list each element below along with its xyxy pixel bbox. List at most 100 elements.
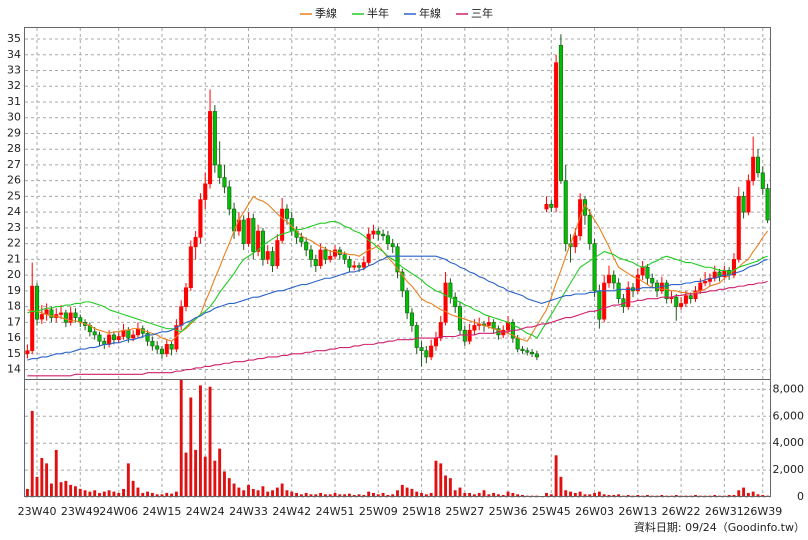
volume-bar xyxy=(583,494,587,497)
candle-body xyxy=(227,186,232,210)
x-tick-label: 23W49 xyxy=(61,505,100,518)
candle-body xyxy=(39,314,44,320)
volume-bar xyxy=(247,484,250,497)
volume-bar xyxy=(69,484,73,497)
volume-bar xyxy=(713,494,717,497)
grid-layer xyxy=(25,28,770,498)
candle-body xyxy=(208,111,213,185)
volume-bar xyxy=(333,492,337,497)
volume-bar xyxy=(141,492,145,497)
volume-bar xyxy=(218,448,222,497)
candle-body xyxy=(25,350,30,355)
volume-bar xyxy=(112,491,116,497)
volume-bar xyxy=(290,491,294,497)
plot-frame xyxy=(24,27,771,497)
candle-body xyxy=(698,282,703,292)
candle-body xyxy=(400,271,405,292)
volume-bar xyxy=(64,480,68,497)
y-tick-label: 21 xyxy=(7,252,21,265)
candle-body xyxy=(606,274,612,284)
volume-bar xyxy=(549,494,553,497)
volume-bar xyxy=(660,494,664,497)
candle-body xyxy=(755,156,761,174)
y-tick-label: 24 xyxy=(7,205,21,218)
y2-tick-label: 8,000 xyxy=(773,382,805,395)
volume-bar xyxy=(150,492,154,497)
candle-body xyxy=(573,235,578,248)
volume-bar xyxy=(751,491,755,497)
candle-body xyxy=(534,353,539,358)
volume-bar xyxy=(439,463,443,497)
x-tick-label: 23W40 xyxy=(18,505,57,518)
candle-body xyxy=(587,215,592,244)
volume-bar xyxy=(338,494,342,497)
volume-bar xyxy=(189,397,193,497)
candle-body xyxy=(49,309,54,318)
volume-bar xyxy=(237,487,241,497)
candle-body xyxy=(751,156,756,181)
volume-bar xyxy=(732,494,736,497)
volume-bar xyxy=(737,490,741,497)
volume-bar xyxy=(304,492,308,497)
volume-bar xyxy=(25,488,29,497)
x-tick-label: 25W27 xyxy=(445,505,484,518)
volume-bar xyxy=(285,490,289,497)
volume-bar xyxy=(501,494,505,497)
volume-bar xyxy=(444,475,448,497)
volume-bar xyxy=(434,460,438,497)
candle-body xyxy=(92,331,97,336)
candle-body xyxy=(155,345,160,350)
x-tick-label: 26W13 xyxy=(618,505,657,518)
x-tick-label: 25W36 xyxy=(489,505,528,518)
volume-bar xyxy=(194,449,198,497)
candle-body xyxy=(424,350,429,358)
volume-bar xyxy=(761,494,765,497)
volume-bar xyxy=(179,380,183,497)
x-tick-label: 24W51 xyxy=(316,505,355,518)
candle-body xyxy=(198,199,203,238)
x-tick-label: 24W06 xyxy=(99,505,138,518)
candle-body xyxy=(159,348,165,355)
volume-bar xyxy=(448,478,452,497)
volume-bar xyxy=(487,494,491,497)
candle-body xyxy=(544,203,549,210)
volume-bar xyxy=(564,490,568,497)
candle-body xyxy=(366,233,371,263)
candle-body xyxy=(97,334,102,342)
volume-bar xyxy=(319,492,323,497)
candle-body xyxy=(602,282,607,320)
volume-bar xyxy=(78,488,82,497)
candle-body xyxy=(169,344,174,350)
candle-body xyxy=(275,240,280,266)
candle-body xyxy=(332,249,338,257)
candle-body xyxy=(318,249,323,266)
y2-tick-label: 4,000 xyxy=(773,436,805,449)
volume-bar xyxy=(227,478,231,497)
volume-bar xyxy=(136,487,140,497)
candle-body xyxy=(385,235,390,244)
candle-body xyxy=(357,265,362,268)
x-tick-label: 26W22 xyxy=(662,505,701,518)
volume-bar xyxy=(727,494,731,497)
y-tick-label: 18 xyxy=(7,300,21,313)
volume-bar xyxy=(405,487,409,497)
candle-body xyxy=(549,203,554,208)
volume-bar xyxy=(362,494,366,497)
volume-bar xyxy=(347,493,351,497)
candle-body xyxy=(59,312,64,315)
volume-bar xyxy=(674,494,678,497)
volume-bar xyxy=(593,492,597,497)
volume-bar xyxy=(463,492,467,497)
volume-bar xyxy=(146,491,150,497)
volume-bar xyxy=(578,491,582,497)
volume-bar xyxy=(415,491,419,497)
volume-bar xyxy=(391,494,395,497)
candle-body xyxy=(650,277,655,284)
candle-body xyxy=(433,337,438,347)
candle-body xyxy=(376,230,381,235)
volume-bar xyxy=(165,492,169,497)
volume-bar xyxy=(261,486,265,497)
marks-layer xyxy=(25,34,770,497)
candle-body xyxy=(472,325,477,331)
